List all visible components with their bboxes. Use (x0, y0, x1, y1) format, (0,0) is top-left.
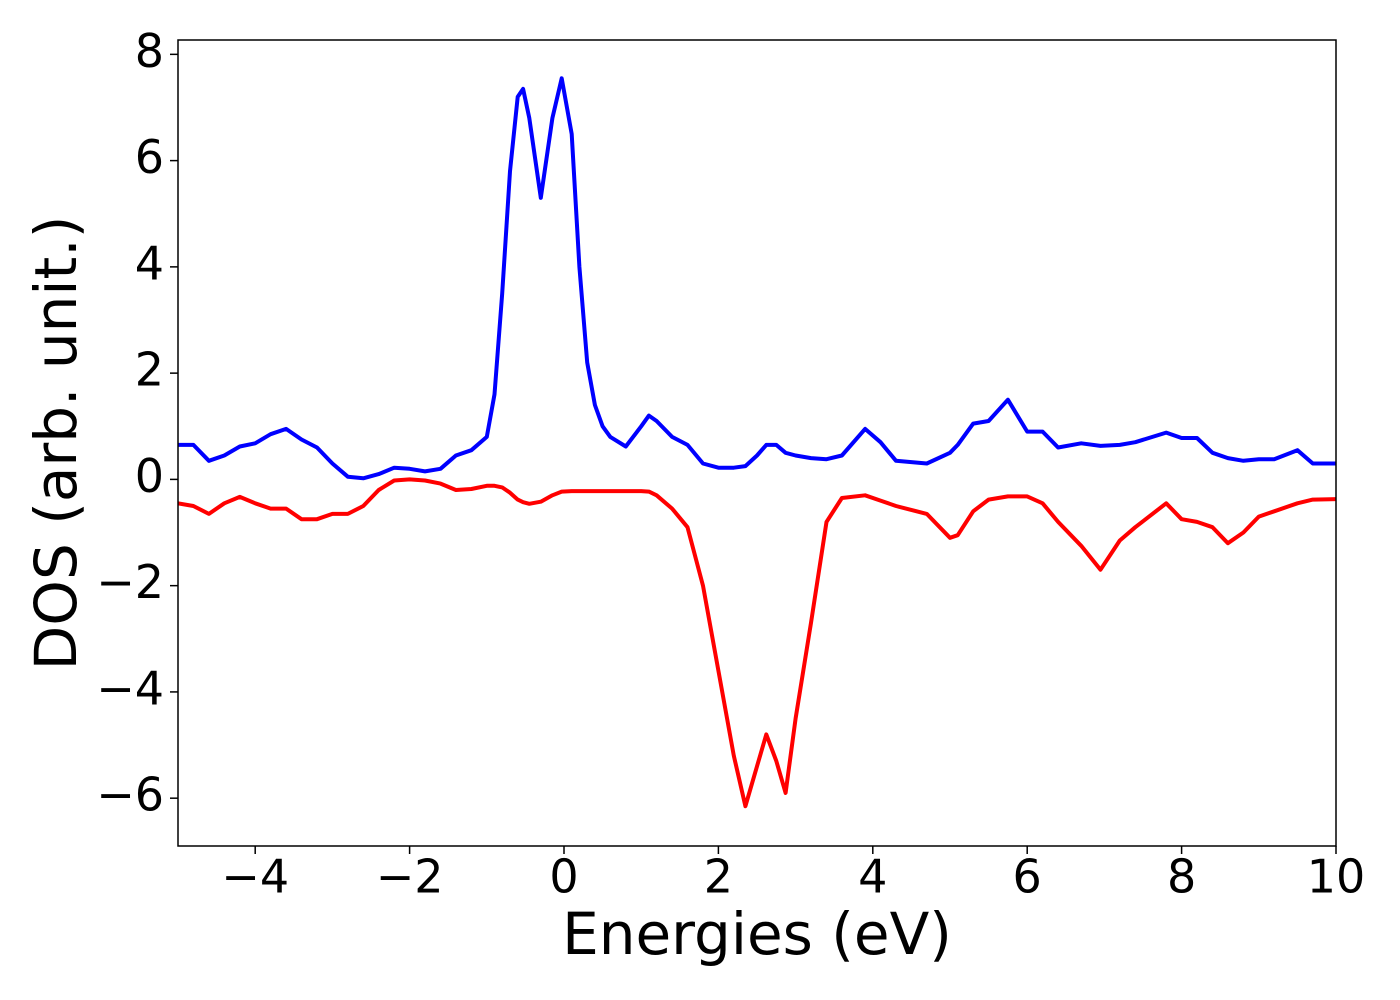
data-line (178, 76, 1336, 481)
y-tick-label: 2 (135, 343, 164, 397)
x-tick-label: 0 (549, 850, 578, 904)
x-tick-label: −2 (376, 850, 444, 904)
y-tick-label: 0 (135, 449, 164, 503)
x-tick-label: 4 (858, 850, 887, 904)
y-tick-label: 8 (135, 24, 164, 78)
y-tick-label: 4 (135, 236, 164, 290)
data-line (178, 477, 1336, 809)
y-tick-label: 6 (135, 130, 164, 184)
y-tick-label: −2 (96, 555, 164, 609)
x-tick-label: 2 (704, 850, 733, 904)
y-tick-label: −4 (96, 661, 164, 715)
x-tick-label: 10 (1307, 850, 1366, 904)
x-tick-label: −4 (221, 850, 289, 904)
plot-frame (177, 39, 1337, 847)
x-tick-label: 6 (1013, 850, 1042, 904)
x-axis-label: Energies (eV) (562, 900, 952, 968)
y-axis-label: DOS (arb. unit.) (22, 216, 90, 671)
y-tick-label: −6 (96, 768, 164, 822)
x-tick-label: 8 (1167, 850, 1196, 904)
